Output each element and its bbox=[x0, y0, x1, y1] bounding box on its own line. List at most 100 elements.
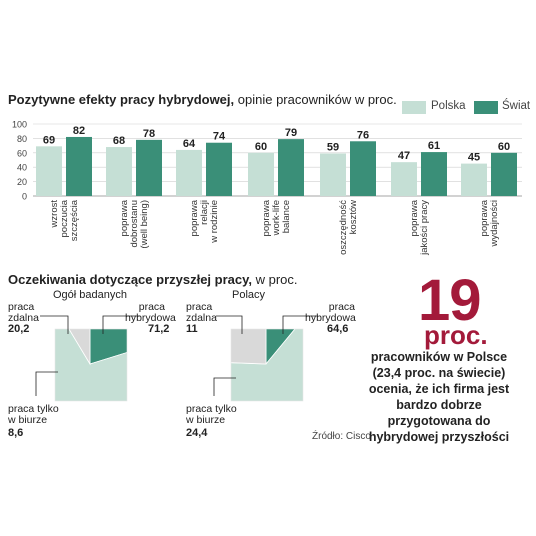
legend-swatch-polska bbox=[402, 101, 426, 114]
y-tick-label: 60 bbox=[17, 148, 27, 158]
bar-value-label: 74 bbox=[213, 131, 226, 143]
bar-chart-title-normal: opinie pracowników w proc. bbox=[237, 92, 397, 107]
highlight-number: 19 bbox=[418, 268, 482, 333]
highlight-unit: proc. bbox=[424, 320, 488, 350]
category-label-line: kosztów bbox=[348, 200, 359, 234]
pie1-title: Ogół badanych bbox=[53, 289, 127, 301]
bar-chart-title-bold: Pozytywne efekty pracy hybrydowej, bbox=[8, 92, 235, 107]
category-label-line: dobrostanu bbox=[129, 200, 140, 248]
category-label: wzrost poczucia szczęścia bbox=[49, 199, 80, 241]
pie1-biuro-label: praca tylko w biurze bbox=[8, 403, 59, 426]
category-label: poprawa jakości pracy bbox=[409, 199, 430, 256]
pie2-biuro-value: 24,4 bbox=[186, 427, 208, 439]
y-tick-label: 0 bbox=[22, 192, 27, 202]
pie2-leader-hybrydowa bbox=[282, 315, 318, 334]
category-label-line: work-life bbox=[271, 200, 282, 236]
bar-chart: 0 20 40 60 80 100 69 82 wzrost poczucia szczęścia 6… bbox=[12, 120, 522, 256]
category-label-line: poprawa bbox=[479, 199, 490, 236]
category-label: poprawa dobrostanu (well being) bbox=[119, 199, 150, 248]
y-tick-label: 100 bbox=[12, 120, 27, 130]
bar-value-label: 69 bbox=[43, 134, 55, 146]
pie2-pie bbox=[231, 329, 303, 401]
bar-swiat bbox=[421, 152, 447, 196]
category-label: poprawa work-life balance bbox=[261, 199, 292, 236]
y-tick-label: 40 bbox=[17, 163, 27, 173]
category-label-line: jakości pracy bbox=[419, 200, 430, 256]
expectations-title-bold: Oczekiwania dotyczące przyszłej pracy, bbox=[8, 272, 252, 287]
highlight-description: pracowników w Polsce (23,4 proc. na świe… bbox=[368, 350, 510, 444]
bar-value-label: 68 bbox=[113, 135, 125, 147]
pie1-hybrydowa-value: 71,2 bbox=[148, 323, 170, 335]
pie1-zdalna-label: praca zdalna bbox=[8, 301, 39, 324]
category-label-line: oszczędność bbox=[338, 200, 349, 255]
bar-swiat bbox=[491, 152, 517, 196]
category-label-line: poprawa bbox=[409, 199, 420, 236]
pie2-title: Polacy bbox=[232, 289, 266, 301]
bar-swiat bbox=[350, 141, 376, 196]
pie2-zdalna-label: praca zdalna bbox=[186, 301, 217, 324]
legend-label-polska: Polska bbox=[431, 100, 466, 112]
pie2-leader-biuro bbox=[213, 377, 236, 396]
category-label: oszczędność kosztów bbox=[338, 200, 359, 255]
bar-value-label: 45 bbox=[468, 152, 480, 164]
pie2-slice-biuro bbox=[231, 329, 267, 365]
pie2-frame bbox=[230, 328, 304, 402]
pie1-frame bbox=[54, 328, 128, 402]
bar-value-label: 82 bbox=[73, 125, 85, 137]
pie2-slice-zdalna bbox=[265, 329, 296, 366]
pie2-zdalna-value: 11 bbox=[186, 323, 198, 335]
expectations-title: Oczekiwania dotyczące przyszłej pracy, w… bbox=[8, 272, 298, 287]
bar-polska bbox=[176, 149, 202, 196]
bar-value-label: 59 bbox=[327, 142, 339, 154]
y-tick-label: 80 bbox=[17, 134, 27, 144]
expectations-title-normal: w proc. bbox=[255, 272, 298, 287]
pie2-biuro-label: praca tylko w biurze bbox=[186, 403, 237, 426]
pie2-hybrydowa-label: praca hybrydowa bbox=[305, 301, 356, 324]
pie1-leader-zdalna bbox=[40, 315, 69, 334]
bar-chart-title: Pozytywne efekty pracy hybrydowej, opini… bbox=[8, 92, 397, 107]
category-label: poprawa wydajności bbox=[479, 199, 500, 247]
bar-value-label: 78 bbox=[143, 128, 155, 140]
category-label-line: balance bbox=[281, 200, 292, 233]
pie1-leader-hybrydowa bbox=[102, 315, 140, 334]
bar-swiat bbox=[278, 139, 304, 196]
bar-polska bbox=[106, 147, 132, 196]
category-label-line: relacji bbox=[199, 200, 210, 225]
bar-value-label: 61 bbox=[428, 140, 440, 152]
bar-polska bbox=[36, 146, 62, 196]
legend-label-swiat: Świat bbox=[502, 100, 531, 112]
pie2-hybrydowa-value: 64,6 bbox=[327, 323, 349, 335]
bar-value-label: 79 bbox=[285, 127, 297, 139]
pie1-hybrydowa-label: praca hybrydowa bbox=[125, 301, 176, 324]
bar-polska bbox=[461, 163, 487, 196]
category-label-line: poprawa bbox=[261, 199, 272, 236]
category-label: poprawa relacji w rodzinie bbox=[189, 199, 220, 243]
category-label-line: szczęścia bbox=[69, 199, 80, 241]
bar-value-label: 47 bbox=[398, 150, 410, 162]
legend-swatch-swiat bbox=[474, 101, 498, 114]
bar-value-label: 60 bbox=[255, 141, 267, 153]
bar-polska bbox=[391, 162, 417, 196]
pie1-biuro-value: 8,6 bbox=[8, 427, 24, 439]
bar-swiat bbox=[206, 142, 232, 196]
y-tick-label: 20 bbox=[17, 177, 27, 187]
pie1-leader-biuro bbox=[35, 371, 58, 396]
pie2-slice-hybrydowa bbox=[231, 329, 303, 401]
bar-polska bbox=[248, 152, 274, 196]
source-note: Źródło: Cisco bbox=[312, 431, 371, 442]
bar-value-label: 60 bbox=[498, 141, 510, 153]
category-label-line: w rodzinie bbox=[209, 200, 220, 244]
pie1-slice-biuro bbox=[68, 329, 91, 366]
bar-value-label: 64 bbox=[183, 138, 196, 150]
pie1-slice-hybrydowa bbox=[55, 329, 127, 401]
category-label-line: poczucia bbox=[59, 199, 70, 237]
pie1-zdalna-value: 20,2 bbox=[8, 323, 30, 335]
bar-polska bbox=[320, 153, 346, 196]
category-label-line: (well being) bbox=[139, 200, 150, 249]
category-label-line: wzrost bbox=[49, 200, 60, 229]
pie2-leader-zdalna bbox=[216, 315, 243, 334]
bar-swiat bbox=[136, 139, 162, 196]
bar-value-label: 76 bbox=[357, 129, 369, 141]
category-label-line: wydajności bbox=[489, 200, 500, 247]
